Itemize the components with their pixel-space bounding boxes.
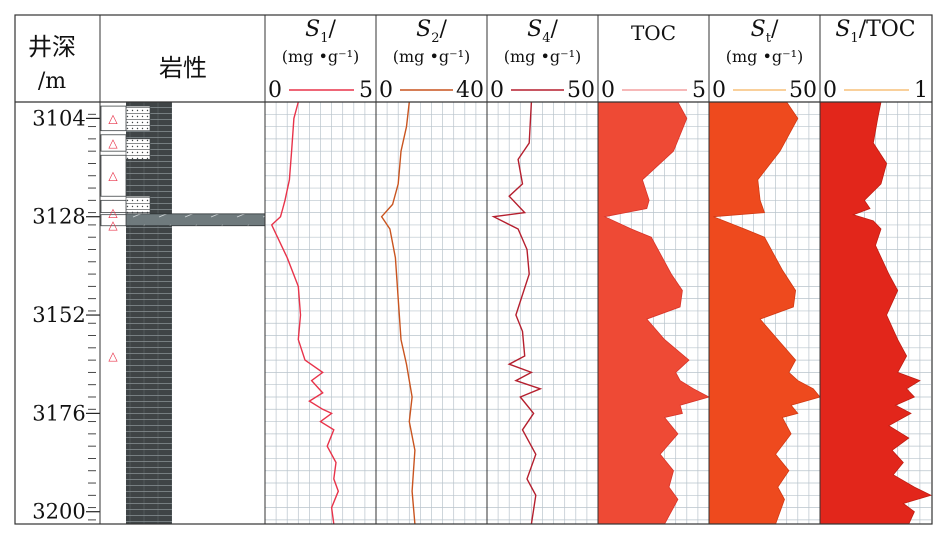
track-unit: (mg •g⁻¹): [504, 47, 582, 66]
header-s2: S2/(mg •g⁻¹)0 40: [379, 17, 484, 103]
track-range-min: 0: [712, 78, 726, 103]
series-line-s1: [270, 101, 340, 525]
track-range-min: 0: [490, 78, 504, 103]
header-st: St/(mg •g⁻¹)0 50: [712, 17, 817, 103]
track-range-max: 1: [914, 78, 928, 103]
track-range-max: 5: [692, 78, 706, 103]
depth-header-label: 井深: [28, 33, 76, 61]
series-area-st: [708, 101, 821, 525]
series-area-ratio: [819, 101, 933, 525]
lithology-column: △△△△△△: [100, 102, 266, 524]
sample-marker: △: [108, 218, 118, 232]
series-area-toc: [597, 101, 711, 525]
track-unit: (mg •g⁻¹): [393, 47, 471, 66]
grid-s1: [265, 102, 376, 524]
table-frame: [14, 14, 933, 525]
track-headers: 井深 /m 岩性 S1/(mg •g⁻¹)0 5S2/(mg •g⁻¹)0 40S4…: [28, 17, 928, 103]
sample-box: [100, 199, 127, 214]
log-curves: [270, 101, 933, 525]
sample-box: [100, 214, 127, 227]
silty-interval: [125, 195, 151, 213]
depth-header-unit: /m: [38, 69, 66, 94]
track-range-min: 0: [601, 78, 615, 103]
track-unit: (mg •g⁻¹): [282, 47, 360, 66]
limestone-band: [125, 213, 266, 227]
sample-box: [100, 134, 127, 152]
track-title: S4/: [527, 17, 558, 46]
track-title: St/: [751, 17, 779, 46]
track-range-max: 50: [789, 78, 817, 103]
depth-tick-label: 3152: [32, 303, 85, 327]
track-range-min: 0: [823, 78, 837, 103]
track-range-min: 0: [268, 78, 282, 103]
track-title: S1/: [305, 17, 336, 46]
silty-interval: [125, 138, 151, 160]
header-s4: S4/(mg •g⁻¹)0 50: [490, 17, 595, 103]
depth-tick-label: 3200: [32, 500, 85, 524]
mudstone-body: [126, 102, 172, 524]
track-range-max: 40: [456, 78, 484, 103]
grid-s2: [376, 102, 487, 524]
sample-box: [100, 154, 127, 197]
track-range-max: 50: [567, 78, 595, 103]
sample-marker: △: [108, 349, 118, 363]
track-title: TOC: [631, 21, 676, 45]
track-title: S1/TOC: [835, 17, 915, 46]
depth-tick-label: 3176: [32, 401, 85, 425]
depth-tick-label: 3128: [32, 205, 85, 229]
lithology-header-label: 岩性: [159, 54, 207, 82]
header-toc: TOC 0 5: [601, 21, 706, 103]
series-line-s2: [380, 101, 416, 525]
sample-marker: △: [108, 136, 118, 150]
sample-marker: △: [108, 206, 118, 220]
track-unit: (mg •g⁻¹): [726, 47, 804, 66]
track-range-max: 5: [359, 78, 373, 103]
depth-tick-label: 3104: [32, 106, 85, 130]
series-line-s4: [491, 101, 543, 525]
track-range-min: 0: [379, 78, 393, 103]
header-s1: S1/(mg •g⁻¹)0 5: [268, 17, 373, 103]
silty-interval: [125, 105, 151, 131]
sample-box: [100, 105, 127, 132]
sample-marker: △: [108, 111, 118, 125]
grid-s4: [487, 102, 598, 524]
depth-axis: 3104 3128 3152 3176 3200: [32, 106, 100, 524]
outer-border: [14, 14, 933, 525]
header-ratio: S1/TOC 0 1: [823, 17, 928, 103]
track-title: S2/: [416, 17, 447, 46]
sample-marker: △: [108, 169, 118, 183]
